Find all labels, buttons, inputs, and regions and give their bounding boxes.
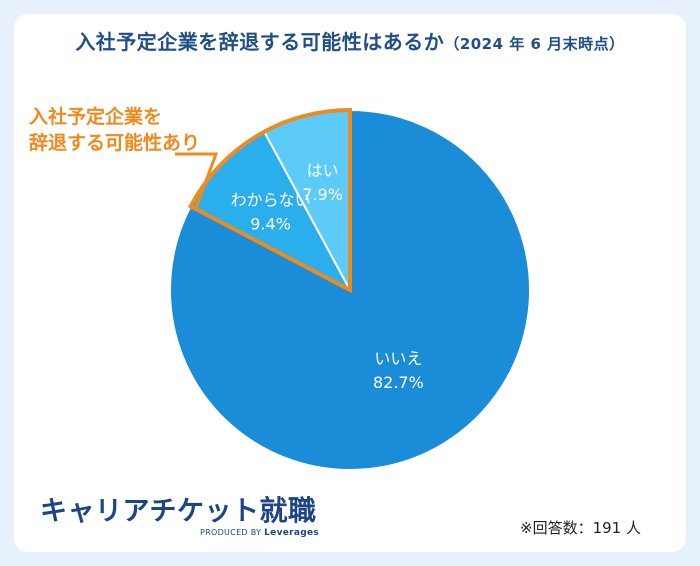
brand-logo-text: キャリアチケット <box>40 496 260 527</box>
callout-line-1: 入社予定企業を <box>29 106 163 128</box>
slice-label-0: いいえ <box>374 349 422 368</box>
slice-label-1: わからない <box>231 191 311 210</box>
highlight-outline <box>187 107 352 294</box>
chart-title-main: 入社予定企業を辞退する可能性はあるか <box>75 30 445 54</box>
slice-value-2: 7.9% <box>302 185 343 204</box>
highlight-callout: 入社予定企業を 辞退する可能性あり <box>29 104 200 156</box>
brand-logo-kanji: 就職 <box>259 494 317 527</box>
chart-title-sub: （2024 年 6 月末時点） <box>444 35 625 53</box>
slice-value-0: 82.7% <box>373 373 424 392</box>
slice-value-1: 9.4% <box>250 215 291 234</box>
produced-by-brand: Leverages <box>264 528 320 538</box>
brand-logo: キャリアチケット就職 <box>40 489 316 529</box>
callout-line-2: 辞退する可能性あり <box>29 132 201 154</box>
slice-label-2: はい <box>307 161 339 180</box>
respondent-count: ※回答数：191 人 <box>520 519 641 537</box>
produced-by: PRODUCED BY Leverages <box>200 528 319 538</box>
produced-by-label: PRODUCED BY <box>200 528 262 537</box>
chart-title: 入社予定企業を辞退する可能性はあるか（2024 年 6 月末時点） <box>0 26 700 55</box>
